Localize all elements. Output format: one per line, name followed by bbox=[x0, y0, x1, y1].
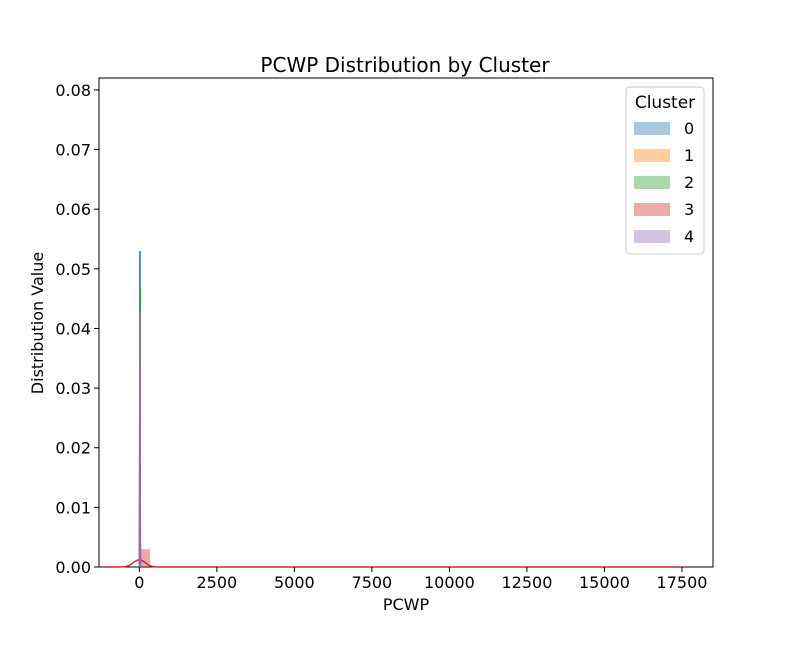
kde-line-cluster-4 bbox=[138, 310, 142, 568]
legend-label-cluster-3: 3 bbox=[684, 200, 694, 219]
y-axis-label: Distribution Value bbox=[28, 252, 47, 394]
legend-title: Cluster bbox=[635, 93, 695, 113]
x-axis: 0 2500 5000 7500 10000 12500 15000 17500 bbox=[134, 567, 707, 592]
x-tick-label: 2500 bbox=[196, 573, 237, 592]
y-tick-label: 0.07 bbox=[55, 141, 91, 160]
y-tick-label: 0.08 bbox=[55, 81, 91, 100]
kde-line-cluster-3 bbox=[100, 559, 682, 568]
legend-box bbox=[625, 86, 705, 255]
x-tick-label: 15000 bbox=[579, 573, 630, 592]
x-axis-label: PCWP bbox=[383, 595, 430, 614]
y-tick-label: 0.01 bbox=[55, 498, 91, 517]
legend-items: 0 1 2 3 4 bbox=[634, 119, 694, 246]
kde-curves bbox=[100, 250, 682, 568]
y-axis: 0.00 0.01 0.02 0.03 0.04 0.05 0.06 0.07 0.08 bbox=[55, 81, 99, 577]
x-tick-label: 5000 bbox=[274, 573, 315, 592]
legend-swatch-cluster-1 bbox=[634, 149, 670, 162]
y-tick-label: 0.05 bbox=[55, 260, 91, 279]
legend-swatch-cluster-0 bbox=[634, 122, 670, 135]
y-tick-label: 0.00 bbox=[55, 558, 91, 577]
x-tick-label: 7500 bbox=[352, 573, 393, 592]
plot-area bbox=[98, 77, 714, 568]
x-tick-label: 12500 bbox=[501, 573, 552, 592]
y-tick-label: 0.03 bbox=[55, 379, 91, 398]
legend-label-cluster-4: 4 bbox=[684, 227, 694, 246]
y-tick-label: 0.06 bbox=[55, 200, 91, 219]
legend-swatch-cluster-4 bbox=[634, 230, 670, 243]
histogram-bar-cluster-3 bbox=[139, 549, 151, 567]
legend-label-cluster-2: 2 bbox=[684, 173, 694, 192]
legend-label-cluster-1: 1 bbox=[684, 146, 694, 165]
legend: Cluster 0 1 2 3 4 bbox=[625, 86, 705, 255]
y-tick-label: 0.02 bbox=[55, 439, 91, 458]
x-tick-label: 10000 bbox=[424, 573, 475, 592]
y-tick-label: 0.04 bbox=[55, 319, 91, 338]
chart-title: PCWP Distribution by Cluster bbox=[260, 53, 550, 77]
x-tick-label: 17500 bbox=[657, 573, 708, 592]
legend-swatch-cluster-2 bbox=[634, 176, 670, 189]
x-tick-label: 0 bbox=[134, 573, 144, 592]
legend-swatch-cluster-3 bbox=[634, 203, 670, 216]
plot-frame bbox=[98, 77, 714, 568]
legend-label-cluster-0: 0 bbox=[684, 119, 694, 138]
